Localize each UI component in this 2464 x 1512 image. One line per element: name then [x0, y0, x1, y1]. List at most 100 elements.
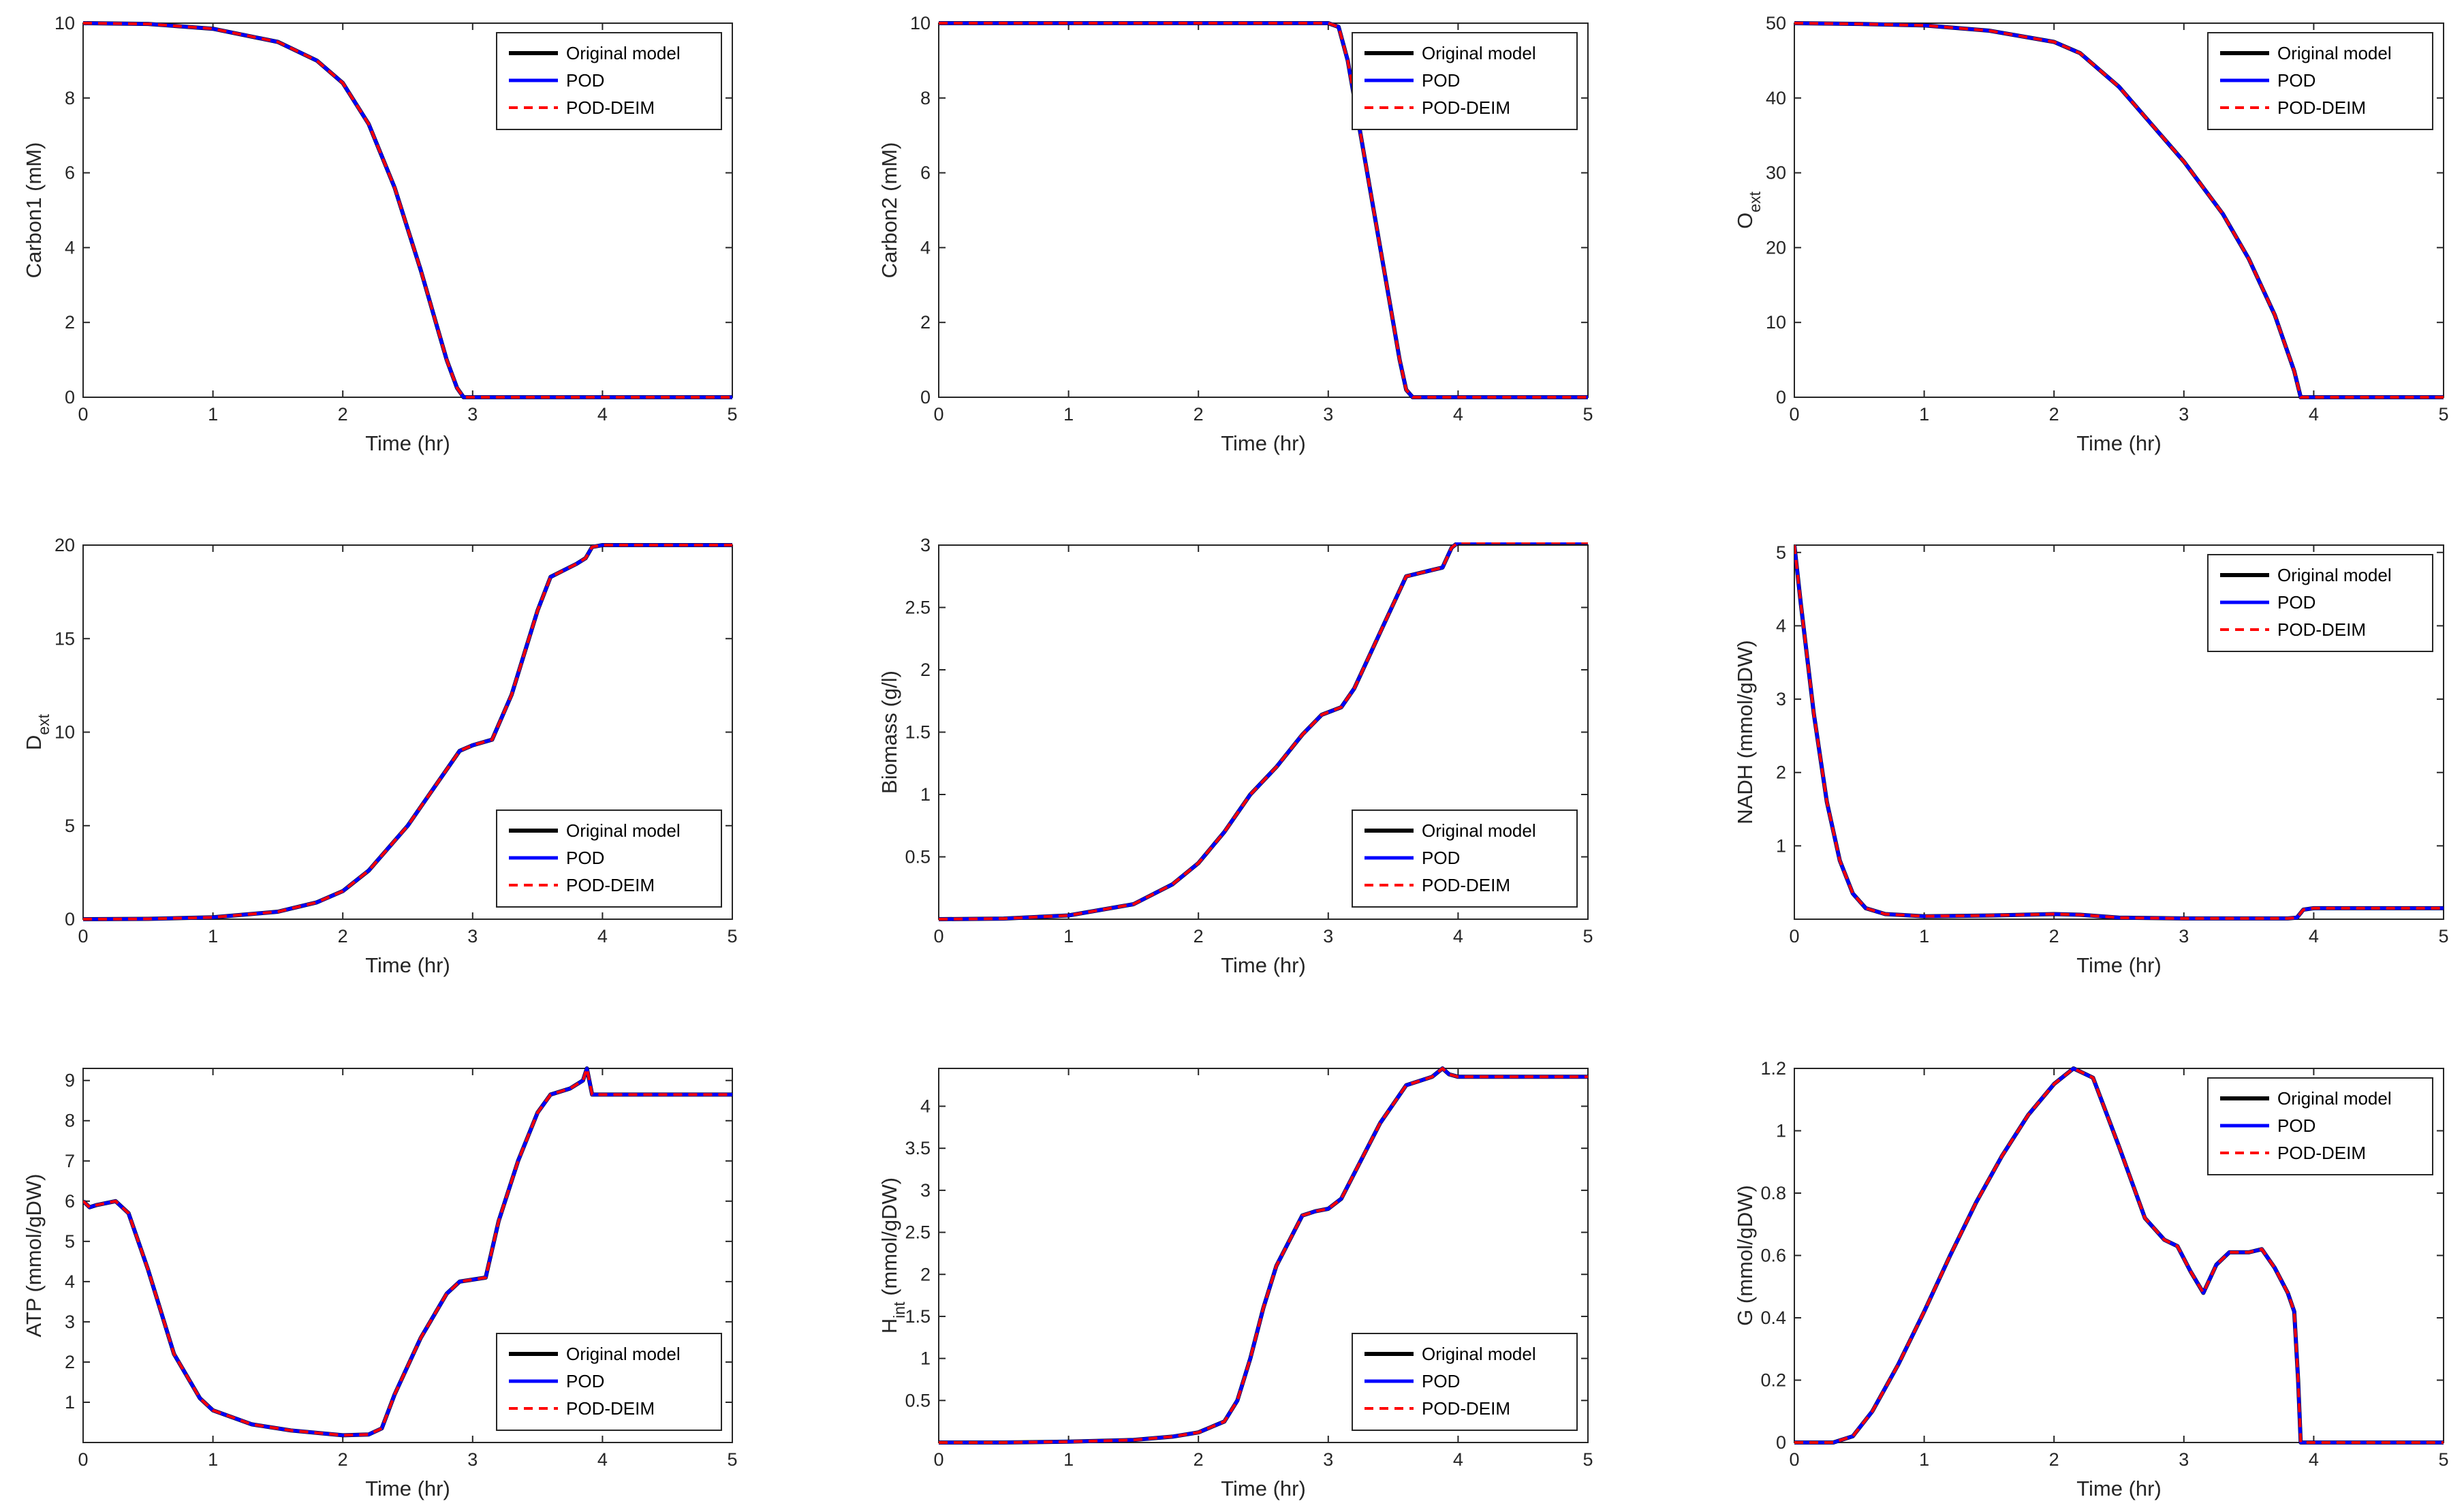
y-tick-label: 8: [65, 1111, 75, 1131]
x-tick-label: 2: [1194, 404, 1204, 425]
y-tick-label: 2: [1776, 762, 1786, 783]
x-tick-label: 4: [1453, 1449, 1463, 1470]
x-tick-label: 3: [1323, 404, 1333, 425]
axes-frame: [1794, 1068, 2444, 1443]
y-tick-label: 3: [1776, 689, 1786, 709]
legend-label-pod-deim: POD-DEIM: [1422, 97, 1510, 118]
y-tick-label: 50: [1766, 13, 1786, 33]
y-tick-label: 4: [65, 237, 75, 258]
y-tick-label: 0.5: [905, 1390, 931, 1410]
y-tick-label: 0: [1776, 387, 1786, 407]
subplot-2: 0 1 2 3 4 5 0 2 4 6 8 10 Time (hr) Carbon2 (mM) Origin…: [877, 13, 1593, 455]
x-axis-label: Time (hr): [2076, 953, 2162, 977]
y-axis-label-main: D: [22, 735, 46, 750]
x-tick-label: 5: [2438, 926, 2448, 946]
x-tick-label: 3: [2179, 404, 2189, 425]
x-tick-label: 3: [467, 1449, 478, 1470]
y-tick-label: 2: [920, 660, 931, 680]
y-axis-label-main: H: [877, 1318, 901, 1333]
y-tick-label: 40: [1766, 88, 1786, 108]
subplot-6: 0 1 2 3 4 5 1 2 3 4 5 Time (hr) NADH (mmol/gDW) Origi…: [1733, 542, 2449, 977]
legend-label-pod: POD: [566, 1371, 604, 1391]
series-line-pod-deim: [1794, 1067, 2444, 1444]
y-tick-label: 6: [65, 1191, 75, 1212]
y-axis-label-main: Carbon1 (mM): [22, 142, 46, 279]
subplot-9: 0 1 2 3 4 5 0 0.2 0.4 0.6 0.8 1 1.2 Time (hr) G (mmol/…: [1733, 1058, 2449, 1500]
series-line-pod-deim: [83, 1067, 732, 1437]
y-tick-label: 15: [54, 628, 75, 649]
legend-label-pod-deim: POD-DEIM: [566, 1398, 655, 1419]
y-tick-label: 0.2: [1760, 1370, 1786, 1391]
y-tick-label: 0: [920, 387, 931, 407]
y-tick-label: 1: [920, 1348, 931, 1369]
legend: Original model POD POD-DEIM: [496, 1333, 722, 1431]
y-axis-label-main: NADH (mmol/gDW): [1733, 640, 1757, 824]
x-tick-label: 1: [1919, 404, 1929, 425]
x-tick-label: 2: [1194, 926, 1204, 946]
y-axis-label: Oext: [1733, 191, 1764, 228]
x-tick-label: 2: [1194, 1449, 1204, 1470]
y-tick-label: 2.5: [905, 598, 931, 618]
x-tick-label: 1: [208, 404, 218, 425]
x-tick-label: 1: [1919, 1449, 1929, 1470]
subplot-8: 0 1 2 3 4 5 0.5 1 1.5 2 2.5 3 3.5 4 Time (hr) Hint (mmo…: [877, 1066, 1593, 1500]
legend: Original model POD POD-DEIM: [496, 32, 722, 130]
x-tick-label: 3: [2179, 926, 2189, 946]
x-axis-label: Time (hr): [365, 953, 450, 977]
y-axis-label-main: ATP (mmol/gDW): [22, 1174, 46, 1338]
legend-label-original-model: Original model: [2277, 565, 2392, 585]
x-tick-label: 0: [933, 404, 944, 425]
y-axis-label: Carbon1 (mM): [22, 142, 46, 279]
y-tick-label: 4: [920, 237, 931, 258]
y-tick-label: 2.5: [905, 1222, 931, 1243]
y-tick-label: 1.2: [1760, 1058, 1786, 1079]
y-tick-label: 0: [65, 387, 75, 407]
x-tick-label: 4: [2309, 404, 2319, 425]
x-tick-label: 0: [78, 404, 88, 425]
x-tick-label: 0: [78, 1449, 88, 1470]
x-tick-label: 1: [208, 926, 218, 946]
y-axis-label: ATP (mmol/gDW): [22, 1174, 46, 1338]
y-axis-label: Hint (mmol/gDW): [877, 1177, 908, 1333]
y-tick-label: 0.5: [905, 847, 931, 867]
legend: Original model POD POD-DEIM: [496, 809, 722, 908]
legend-label-pod-deim: POD-DEIM: [566, 97, 655, 118]
y-tick-label: 0.8: [1760, 1183, 1786, 1203]
y-tick-label: 0: [1776, 1432, 1786, 1453]
x-tick-label: 5: [727, 926, 737, 946]
x-tick-label: 3: [2179, 1449, 2189, 1470]
y-axis-label: Biomass (g/l): [877, 670, 901, 794]
legend-label-original-model: Original model: [1422, 820, 1536, 841]
x-tick-label: 1: [1063, 926, 1074, 946]
x-axis-label: Time (hr): [1221, 1477, 1306, 1500]
x-tick-label: 4: [597, 926, 608, 946]
x-tick-label: 4: [2309, 926, 2319, 946]
legend-label-pod: POD: [2277, 70, 2315, 91]
x-axis-label: Time (hr): [365, 1477, 450, 1500]
subplot-5: 0 1 2 3 4 5 0.5 1 1.5 2 2.5 3 Time (hr) Biomass (g/l)…: [877, 535, 1593, 977]
legend-label-pod: POD: [1422, 848, 1460, 868]
x-tick-label: 0: [933, 926, 944, 946]
x-tick-label: 4: [1453, 926, 1463, 946]
y-tick-label: 10: [54, 13, 75, 33]
x-tick-label: 2: [338, 926, 348, 946]
y-axis-label: G (mmol/gDW): [1733, 1185, 1757, 1326]
y-tick-label: 0: [65, 909, 75, 929]
legend-label-pod-deim: POD-DEIM: [1422, 1398, 1510, 1419]
x-tick-label: 3: [1323, 926, 1333, 946]
y-tick-label: 8: [920, 88, 931, 108]
legend-label-original-model: Original model: [2277, 43, 2392, 63]
y-axis-label: Carbon2 (mM): [877, 142, 901, 279]
y-tick-label: 2: [65, 312, 75, 333]
y-tick-label: 8: [65, 88, 75, 108]
y-tick-label: 3.5: [905, 1138, 931, 1158]
legend-label-original-model: Original model: [1422, 1344, 1536, 1364]
y-tick-label: 4: [920, 1096, 931, 1117]
y-axis-label-main: Carbon2 (mM): [877, 142, 901, 279]
legend-label-pod: POD: [1422, 1371, 1460, 1391]
y-axis-label: NADH (mmol/gDW): [1733, 640, 1757, 824]
y-tick-label: 3: [920, 535, 931, 555]
legend-label-pod: POD: [566, 848, 604, 868]
y-tick-label: 9: [65, 1070, 75, 1091]
